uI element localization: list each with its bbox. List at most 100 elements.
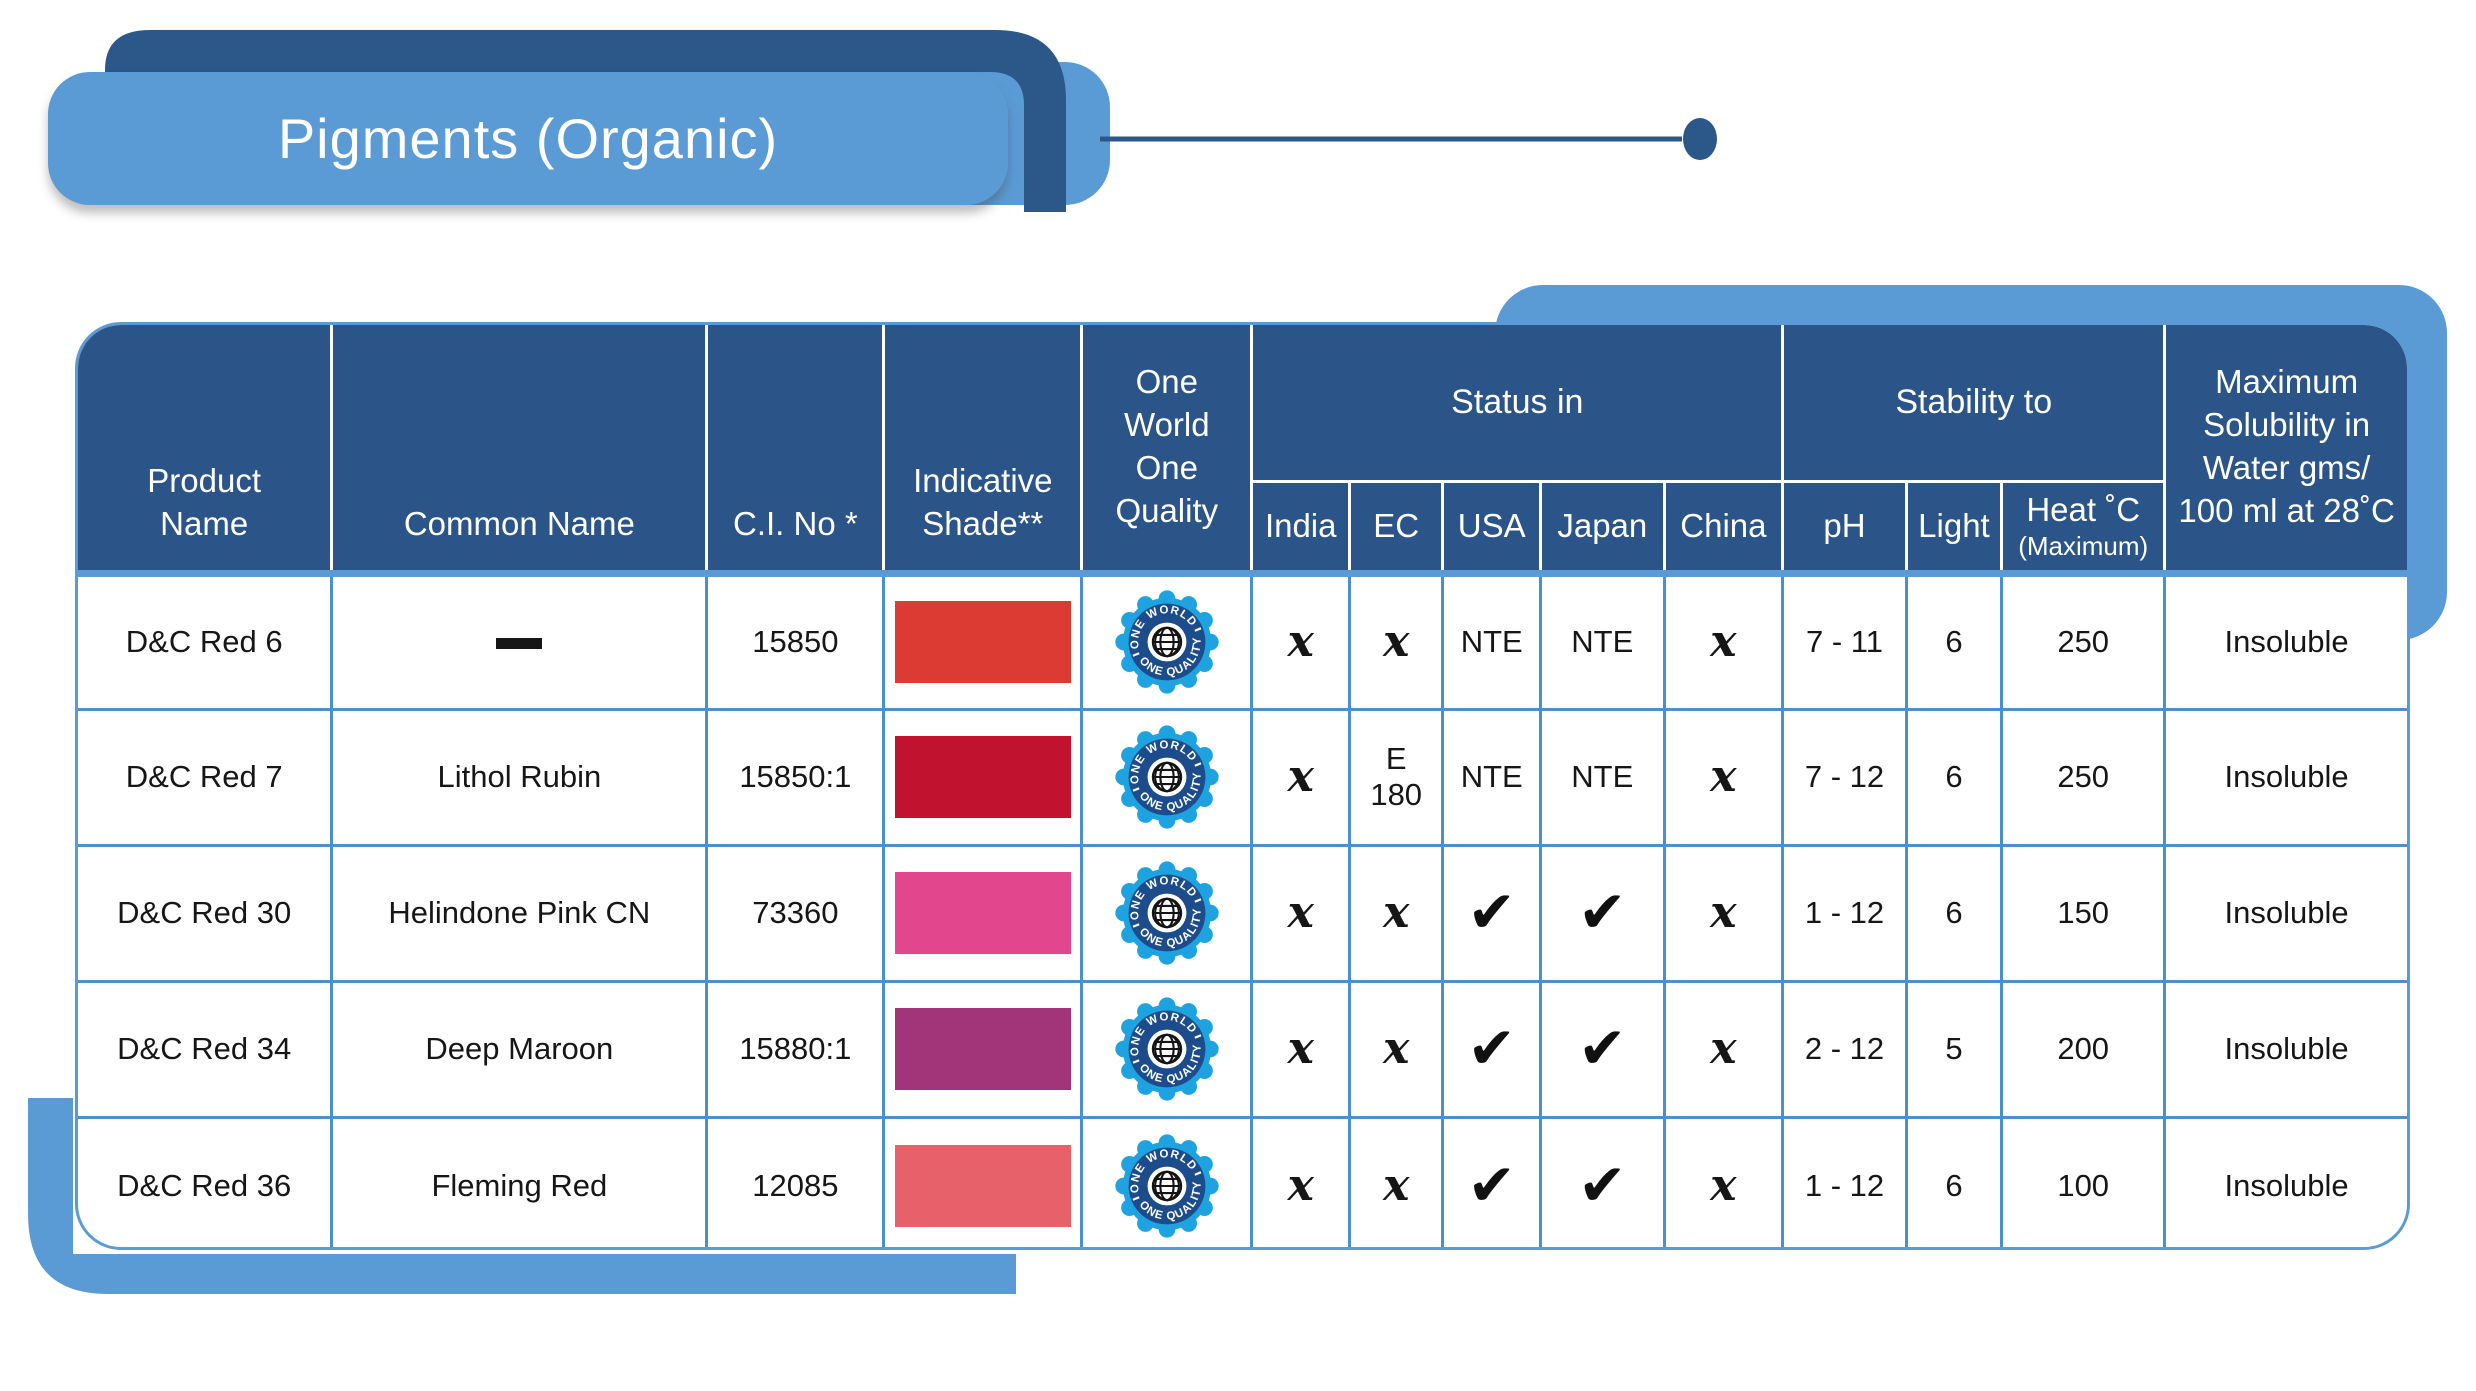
status-japan-cell: ✔ xyxy=(1539,1115,1666,1247)
header-japan: Japan xyxy=(1539,479,1666,573)
check-mark: ✔ xyxy=(1578,1016,1627,1081)
product-name: D&C Red 30 xyxy=(117,895,292,930)
cross-mark: x xyxy=(1383,887,1410,938)
ci-no-cell: 15850 xyxy=(705,569,886,711)
common-name-cell: Helindone Pink CN xyxy=(330,843,709,983)
header-light: Light xyxy=(1904,479,2004,573)
status-ec-cell: x xyxy=(1348,1115,1445,1247)
ci-no: 15850:1 xyxy=(739,759,852,794)
solubility-value: Insoluble xyxy=(2224,624,2349,659)
owoq-cell xyxy=(1080,707,1254,847)
header-common: Common Name xyxy=(330,325,709,573)
indicative-shade-cell xyxy=(882,569,1084,711)
table-row: D&C Red 7 Lithol Rubin 15850:1 x E 180 NTE NTE… xyxy=(78,707,2407,847)
status-china-cell: x xyxy=(1662,1115,1785,1247)
light-cell: 6 xyxy=(1904,707,2004,847)
status-india-cell: x xyxy=(1250,1115,1352,1247)
status-ec-cell: x xyxy=(1348,979,1445,1119)
header-product: Product Name xyxy=(78,325,334,573)
solubility-value: Insoluble xyxy=(2224,1031,2349,1066)
indicative-shade-cell xyxy=(882,843,1084,983)
common-name: Lithol Rubin xyxy=(437,759,602,794)
status-japan-cell: NTE xyxy=(1539,569,1666,711)
status-japan-cell: ✔ xyxy=(1539,843,1666,983)
light-value: 6 xyxy=(1945,895,1963,930)
header-china: China xyxy=(1662,479,1785,573)
common-name-cell: Lithol Rubin xyxy=(330,707,709,847)
status-usa-cell: ✔ xyxy=(1441,979,1543,1119)
ph-value: 1 - 12 xyxy=(1804,1167,1885,1203)
ci-no-cell: 73360 xyxy=(705,843,886,983)
cross-mark: x xyxy=(1287,616,1314,667)
header-ec: EC xyxy=(1348,479,1445,573)
ph-value: 1 - 12 xyxy=(1804,895,1885,930)
title-ribbon: Pigments (Organic) xyxy=(48,72,1008,205)
status-usa-cell: ✔ xyxy=(1441,1115,1543,1247)
solubility-cell: Insoluble xyxy=(2163,707,2407,847)
header-ci-no: C.I. No * xyxy=(705,325,886,573)
product-name-cell: D&C Red 34 xyxy=(78,979,334,1119)
ci-no: 15850 xyxy=(752,624,839,659)
check-mark: ✔ xyxy=(1467,1016,1516,1081)
table-row: D&C Red 6 15850 x x NTE NTE x 7 - 11 6 250 Insolub… xyxy=(78,569,2407,711)
heat-cell: 100 xyxy=(2000,1115,2167,1247)
pigments-table: Product Name Common Name C.I. No * Indic… xyxy=(78,325,2407,1247)
ph-value: 7 - 12 xyxy=(1804,759,1885,794)
status-china-cell: x xyxy=(1662,843,1785,983)
product-name-cell: D&C Red 36 xyxy=(78,1115,334,1247)
cross-mark: x xyxy=(1710,616,1737,667)
cross-mark: x xyxy=(1287,1023,1314,1074)
light-value: 5 xyxy=(1945,1031,1963,1066)
header-usa: USA xyxy=(1441,479,1543,573)
header-ph: pH xyxy=(1781,479,1908,573)
owoq-cell xyxy=(1080,979,1254,1119)
owoq-cell xyxy=(1080,843,1254,983)
header-shade: Indicative Shade** xyxy=(882,325,1084,573)
heat-cell: 250 xyxy=(2000,569,2167,711)
ci-no: 15880:1 xyxy=(739,1031,852,1066)
owoq-badge-icon xyxy=(1114,589,1220,695)
header-status-group: Status in xyxy=(1250,325,1785,481)
ci-no: 12085 xyxy=(752,1167,839,1203)
table-row: D&C Red 30 Helindone Pink CN 73360 x x ✔ ✔ x 1 -… xyxy=(78,843,2407,983)
ph-cell: 1 - 12 xyxy=(1781,843,1908,983)
ph-cell: 1 - 12 xyxy=(1781,1115,1908,1247)
heat-value: 200 xyxy=(2057,1031,2110,1066)
indicative-shade-cell xyxy=(882,1115,1084,1247)
light-value: 6 xyxy=(1945,759,1963,794)
status-text: NTE xyxy=(1460,759,1523,794)
cross-mark: x xyxy=(1383,616,1410,667)
table-row: D&C Red 34 Deep Maroon 15880:1 x x ✔ ✔ x 2 - 12 5… xyxy=(78,979,2407,1119)
dash-mark xyxy=(496,638,543,650)
shade-swatch xyxy=(894,736,1071,818)
cross-mark: x xyxy=(1710,887,1737,938)
check-mark: ✔ xyxy=(1578,880,1627,945)
table-bottom-left-accent xyxy=(28,1098,1016,1294)
connector-dot xyxy=(1683,118,1717,160)
ci-no-cell: 15880:1 xyxy=(705,979,886,1119)
solubility-cell: Insoluble xyxy=(2163,1115,2407,1247)
product-name: D&C Red 36 xyxy=(117,1167,292,1203)
shade-swatch xyxy=(894,1144,1071,1227)
header-india: India xyxy=(1250,479,1352,573)
owoq-cell xyxy=(1080,569,1254,711)
status-india-cell: x xyxy=(1250,569,1352,711)
heat-value: 250 xyxy=(2057,624,2110,659)
owoq-cell xyxy=(1080,1115,1254,1247)
product-name: D&C Red 7 xyxy=(125,759,283,794)
check-mark: ✔ xyxy=(1467,880,1516,945)
common-name: Deep Maroon xyxy=(425,1031,614,1066)
cross-mark: x xyxy=(1383,1159,1410,1211)
check-mark: ✔ xyxy=(1578,1152,1627,1218)
heat-cell: 150 xyxy=(2000,843,2167,983)
header-row-groups: Product Name Common Name C.I. No * Indic… xyxy=(78,325,2407,573)
title-dark-band xyxy=(105,30,1066,212)
solubility-value: Insoluble xyxy=(2224,1167,2349,1203)
pigments-table-body: D&C Red 6 15850 x x NTE NTE x 7 - 11 6 250 Insolub… xyxy=(78,569,2407,1247)
status-text: NTE xyxy=(1571,624,1634,659)
ph-cell: 7 - 12 xyxy=(1781,707,1908,847)
product-name-cell: D&C Red 30 xyxy=(78,843,334,983)
solubility-cell: Insoluble xyxy=(2163,569,2407,711)
common-name: Fleming Red xyxy=(431,1167,608,1203)
